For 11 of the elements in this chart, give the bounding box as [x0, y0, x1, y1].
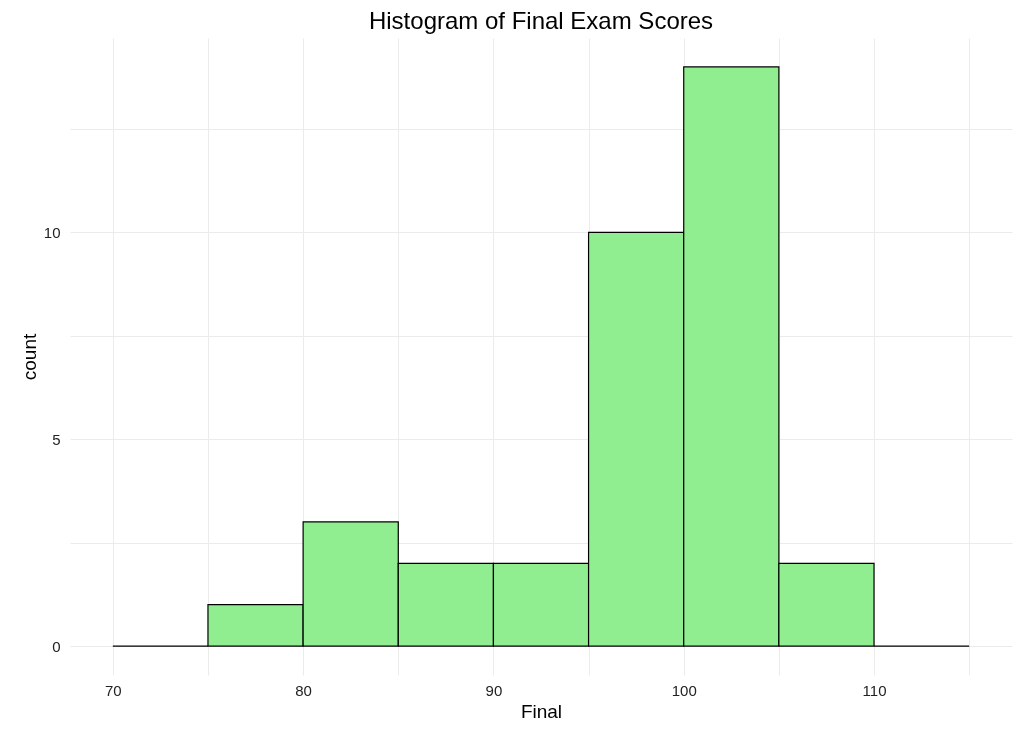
y-tick-label: 10	[43, 223, 61, 241]
x-axis-title: Final	[520, 700, 563, 722]
x-tick-label: 100	[671, 681, 697, 699]
x-tick-label: 110	[862, 681, 887, 699]
x-tick-label: 90	[485, 681, 503, 699]
y-axis-title: count	[18, 333, 40, 381]
x-tick-label: 70	[104, 681, 122, 699]
y-tick-label: 5	[52, 430, 61, 448]
chart-title: Histogram of Final Exam Scores	[368, 7, 714, 34]
x-tick-label: 80	[295, 681, 312, 699]
y-tick-label: 0	[52, 637, 61, 655]
